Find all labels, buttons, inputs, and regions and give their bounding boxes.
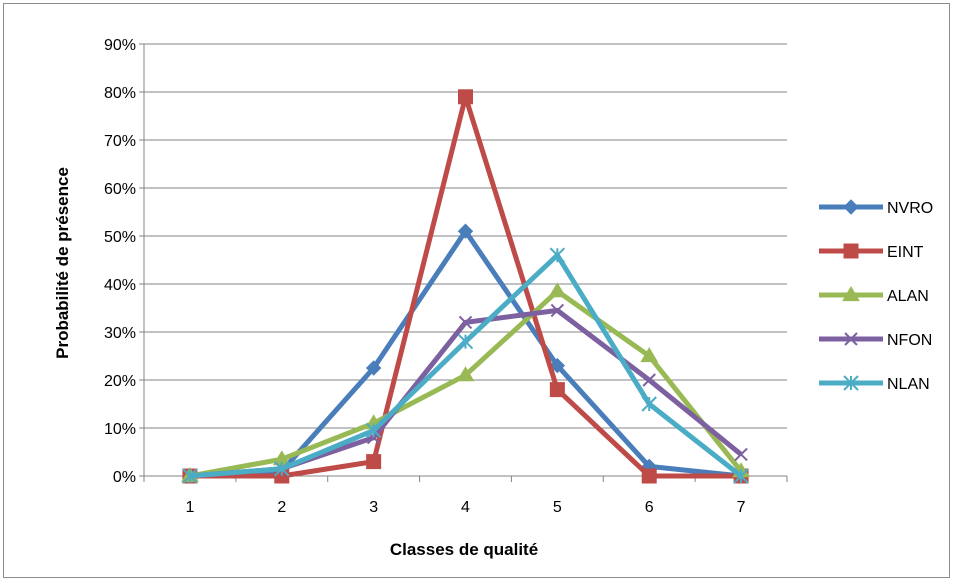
x-tick-label: 5: [553, 499, 562, 516]
data-point-alan: [456, 366, 475, 382]
series-line-nvro: [189, 228, 742, 479]
data-point-nvro: [549, 357, 566, 374]
data-point-nlan: [549, 247, 566, 263]
legend-entry-nfon: NFON: [819, 332, 932, 349]
y-tick-label: 0%: [113, 469, 136, 486]
legend: NVRO EINT ALAN NFON NLAN: [819, 199, 933, 393]
y-tick-label: 90%: [104, 37, 136, 54]
data-point-nlan: [274, 461, 290, 477]
x-axis-title: Classes de qualité: [390, 540, 538, 559]
series-nvro: [182, 223, 749, 484]
data-point-nlan: [733, 468, 749, 484]
y-tick-label: 60%: [104, 181, 136, 198]
data-point-alan: [640, 347, 659, 363]
series-group: [181, 89, 750, 484]
legend-label-eint: EINT: [887, 244, 924, 261]
y-tick-label: 50%: [104, 229, 136, 246]
data-point-eint: [641, 468, 657, 484]
data-point-nlan: [641, 396, 657, 412]
legend-swatch-marker: [842, 286, 860, 302]
chart-area: 0% 10% 20% 30% 40% 50% 60% 70% 80% 90% 1 2 3 4 5 6 7 NVR…: [3, 3, 950, 578]
line-chart: 0% 10% 20% 30% 40% 50% 60% 70% 80% 90% 1 2 3 4 5 6 7 NVR…: [53, 37, 933, 559]
data-point-nfon: [550, 303, 565, 318]
data-point-eint: [549, 382, 565, 398]
data-point-nfon: [734, 447, 748, 462]
x-tick-label: 2: [277, 499, 286, 516]
y-tick-label: 10%: [104, 421, 136, 438]
legend-label-alan: ALAN: [887, 288, 929, 305]
legend-label-nlan: NLAN: [887, 376, 930, 393]
legend-label-nvro: NVRO: [887, 200, 933, 217]
data-point-alan: [548, 282, 567, 298]
legend-swatch-marker: [843, 375, 859, 391]
data-point-eint: [366, 454, 382, 470]
series-alan: [181, 282, 750, 483]
legend-label-nfon: NFON: [887, 332, 932, 349]
legend-entry-nlan: NLAN: [819, 375, 930, 393]
y-tick-label: 70%: [104, 133, 136, 150]
legend-swatch-marker: [843, 199, 859, 215]
x-tick-label: 3: [369, 499, 378, 516]
x-tick-label: 1: [185, 499, 194, 516]
axes: 0% 10% 20% 30% 40% 50% 60% 70% 80% 90% 1 2 3 4 5 6 7: [104, 37, 788, 516]
legend-entry-eint: EINT: [819, 243, 924, 261]
legend-swatch-marker: [844, 332, 858, 346]
series-nlan: [182, 247, 749, 484]
legend-swatch-marker: [843, 243, 859, 259]
data-point-nlan: [182, 468, 198, 484]
y-tick-label: 30%: [104, 325, 136, 342]
data-point-nlan: [457, 333, 474, 350]
legend-entry-nvro: NVRO: [819, 199, 933, 217]
y-tick-label: 20%: [104, 373, 136, 390]
x-tick-label: 6: [645, 499, 654, 516]
data-point-nfon: [642, 373, 656, 387]
legend-entry-alan: ALAN: [819, 286, 929, 305]
data-point-eint: [458, 89, 473, 105]
series-line-alan: [189, 288, 744, 479]
x-tick-label: 4: [461, 499, 470, 516]
data-point-nvro: [365, 360, 382, 376]
y-tick-label: 80%: [104, 85, 136, 102]
y-tick-label: 40%: [104, 277, 136, 294]
series-line-eint: [189, 94, 742, 479]
data-point-nvro: [457, 223, 474, 239]
x-tick-label: 7: [737, 499, 746, 516]
series-nfon: [183, 303, 748, 483]
y-axis-title: Probabilité de présence: [53, 167, 72, 359]
data-point-nfon: [458, 315, 473, 330]
series-eint: [182, 89, 749, 484]
data-point-nlan: [365, 422, 382, 439]
